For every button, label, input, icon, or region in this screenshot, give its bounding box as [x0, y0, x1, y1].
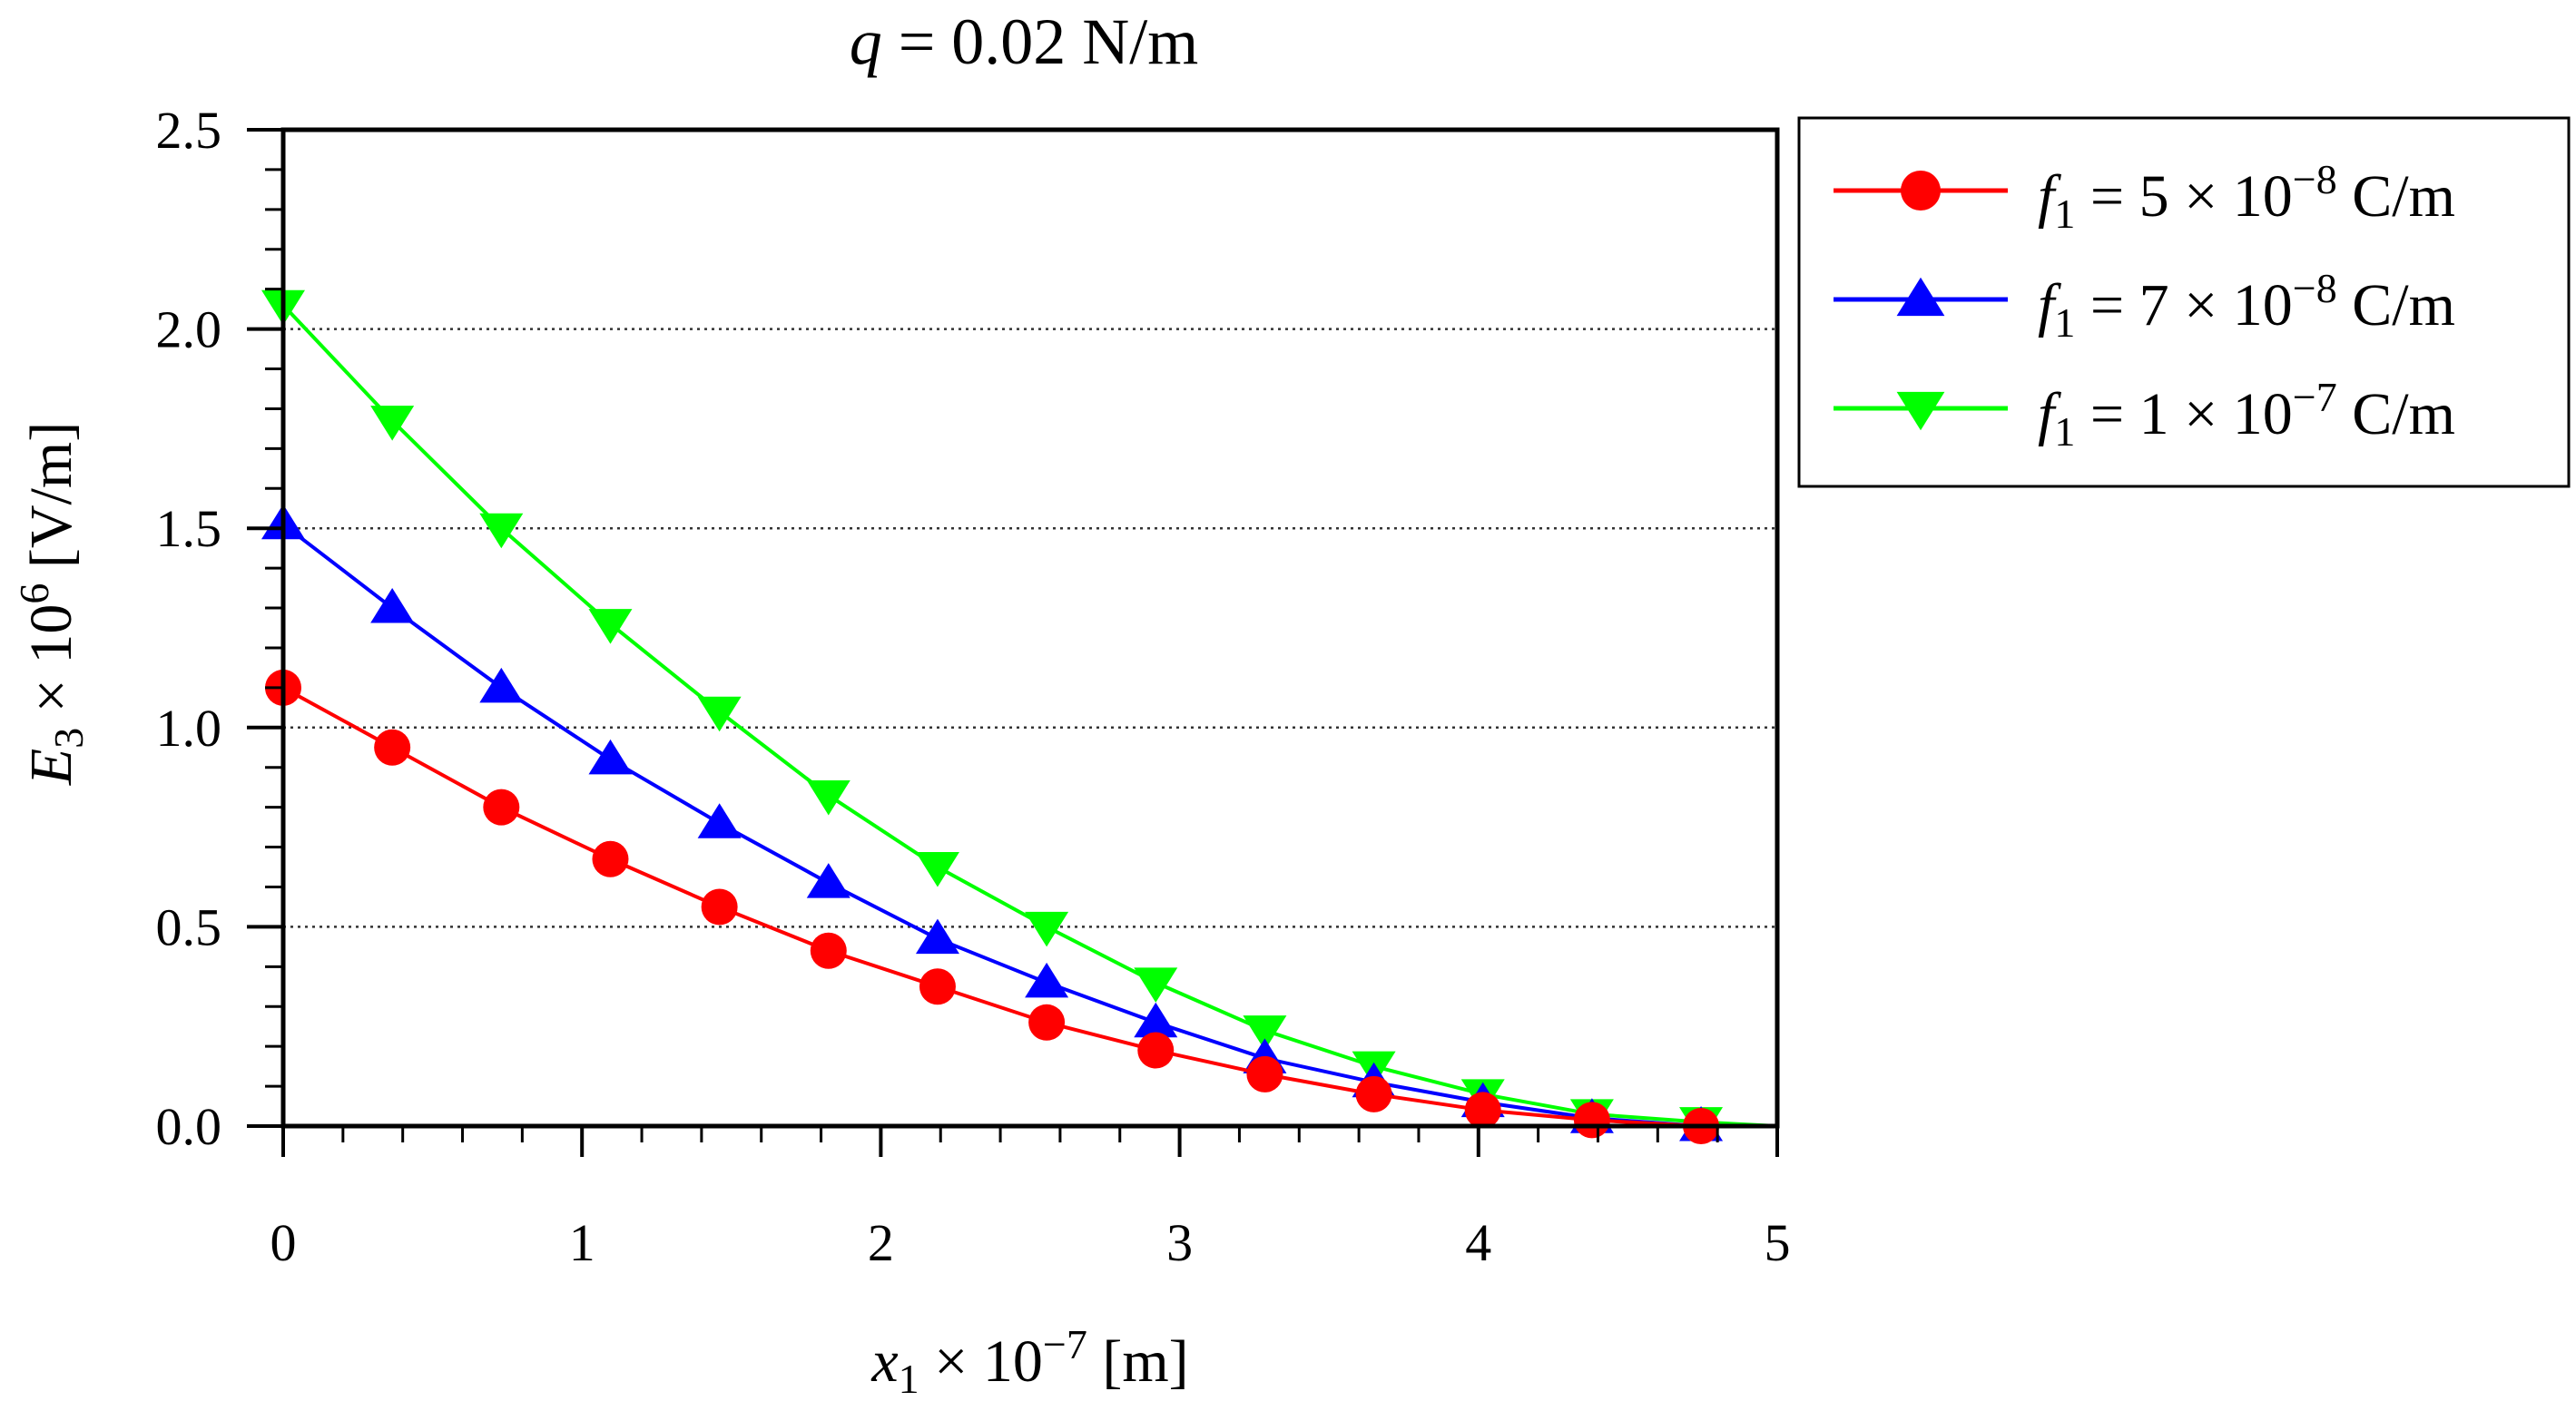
data-point: [915, 918, 959, 955]
y-tick-label: 1.5: [156, 499, 222, 558]
x-tick-label: 4: [1465, 1213, 1491, 1272]
xlabel-variable: x: [870, 1328, 898, 1395]
ylabel-variable: E: [18, 749, 84, 786]
data-point: [479, 513, 524, 549]
data-point: [1355, 1075, 1392, 1112]
data-point: [588, 739, 633, 775]
xlabel-subscript: 1: [899, 1356, 919, 1402]
data-point: [370, 406, 415, 441]
ylabel-exponent: 6: [11, 583, 57, 604]
data-point: [806, 863, 850, 898]
title-variable: q: [850, 5, 882, 78]
y-axis-label: E3 × 106 [V/m]: [11, 422, 92, 786]
legend-0-unit: C/m: [2337, 163, 2455, 230]
data-point: [1464, 1092, 1501, 1129]
xlabel-multiplier: × 10: [919, 1328, 1043, 1395]
series-line-2: [281, 303, 1778, 1128]
data-point: [810, 932, 847, 969]
data-point: [1028, 1004, 1066, 1041]
data-point: [1246, 1055, 1283, 1093]
y-tick-label: 0.0: [156, 1097, 222, 1156]
data-point: [1137, 1032, 1175, 1069]
legend-2-unit: C/m: [2337, 381, 2455, 447]
legend: f1 = 5 × 10−8 C/m f1 = 7 × 10−8 C/m f1 =…: [1797, 116, 2571, 488]
data-point: [479, 667, 524, 703]
data-point: [806, 779, 850, 816]
data-point: [919, 968, 956, 1005]
x-tick-label: 2: [868, 1213, 894, 1272]
ylabel-multiplier: × 10: [18, 604, 84, 728]
legend-1-exponent: −8: [2293, 265, 2337, 311]
chart-title: q = 0.02 N/m: [850, 5, 1199, 78]
legend-1-unit: C/m: [2337, 272, 2455, 338]
series-line-0: [282, 686, 1777, 1128]
data-point: [1025, 962, 1069, 998]
plot-frame: [280, 127, 1780, 1129]
xlabel-exponent: −7: [1043, 1321, 1087, 1367]
data-point: [483, 789, 520, 826]
title-rest: = 0.02 N/m: [882, 5, 1199, 78]
data-point: [701, 888, 738, 926]
legend-label-2: f1 = 1 × 10−7 C/m: [2038, 374, 2455, 455]
series-layer: [261, 289, 1778, 1144]
legend-0-subscript: 1: [2054, 191, 2075, 237]
data-point: [370, 588, 415, 623]
y-tick-label: 1.0: [156, 699, 222, 758]
y-tick-label: 2.0: [156, 300, 222, 359]
data-point: [915, 852, 959, 887]
legend-1-subscript: 1: [2054, 299, 2075, 346]
y-tick-label: 0.5: [156, 897, 222, 956]
x-tick-label: 0: [270, 1213, 297, 1272]
data-point: [592, 840, 629, 877]
data-point: [697, 696, 742, 732]
data-point: [1243, 1015, 1287, 1051]
data-point: [697, 803, 742, 838]
xlabel-unit: [m]: [1087, 1328, 1189, 1395]
legend-2-value: = 1 × 10: [2075, 381, 2292, 447]
data-point: [1134, 1002, 1178, 1038]
ylabel-unit: [V/m]: [18, 422, 84, 583]
legend-marker-2: [1896, 391, 1945, 431]
series-0: [265, 669, 1777, 1144]
x-tick-label: 1: [569, 1213, 595, 1272]
data-point: [588, 609, 633, 644]
data-point: [374, 729, 411, 766]
legend-0-value: = 5 × 10: [2075, 163, 2292, 230]
legend-1-value: = 7 × 10: [2075, 272, 2292, 338]
legend-marker-1: [1896, 277, 1945, 317]
series-line-1: [281, 523, 1777, 1128]
series-1: [261, 504, 1777, 1142]
legend-label-1: f1 = 7 × 10−8 C/m: [2038, 265, 2455, 346]
y-tick-label: 2.5: [156, 101, 222, 160]
grid-lines: [283, 328, 1777, 928]
data-point: [1025, 911, 1069, 947]
legend-marker-0: [1901, 171, 1941, 211]
legend-symbols: [1834, 171, 2008, 431]
x-tick-label: 3: [1166, 1213, 1193, 1272]
axis-ticks: 0 1 2 3 4 5 0.0 0.5 1.0 1.5 2.0 2.5: [156, 101, 1791, 1272]
data-point: [1134, 967, 1178, 1003]
legend-0-exponent: −8: [2293, 156, 2337, 202]
legend-label-0: f1 = 5 × 10−8 C/m: [2038, 156, 2455, 237]
x-axis-label: x1 × 10−7 [m]: [870, 1321, 1188, 1402]
data-point: [1573, 1102, 1610, 1139]
legend-2-subscript: 1: [2054, 408, 2075, 455]
legend-2-exponent: −7: [2293, 374, 2337, 420]
ylabel-subscript: 3: [45, 728, 92, 749]
x-tick-label: 5: [1765, 1213, 1791, 1272]
